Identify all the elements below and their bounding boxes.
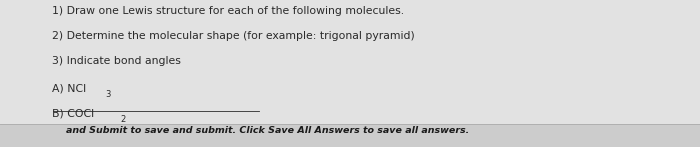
Text: 2: 2 bbox=[120, 115, 126, 124]
Text: 3: 3 bbox=[106, 90, 111, 99]
Text: 3) Indicate bond angles: 3) Indicate bond angles bbox=[52, 56, 181, 66]
Text: 2) Determine the molecular shape (for example: trigonal pyramid): 2) Determine the molecular shape (for ex… bbox=[52, 31, 415, 41]
Text: and Submit to save and submit. Click Save All Answers to save all answers.: and Submit to save and submit. Click Sav… bbox=[66, 126, 470, 135]
Bar bbox=[0, 124, 700, 147]
Text: A) NCl: A) NCl bbox=[52, 84, 87, 94]
Text: 1) Draw one Lewis structure for each of the following molecules.: 1) Draw one Lewis structure for each of … bbox=[52, 6, 405, 16]
Text: B) COCl: B) COCl bbox=[52, 109, 94, 119]
